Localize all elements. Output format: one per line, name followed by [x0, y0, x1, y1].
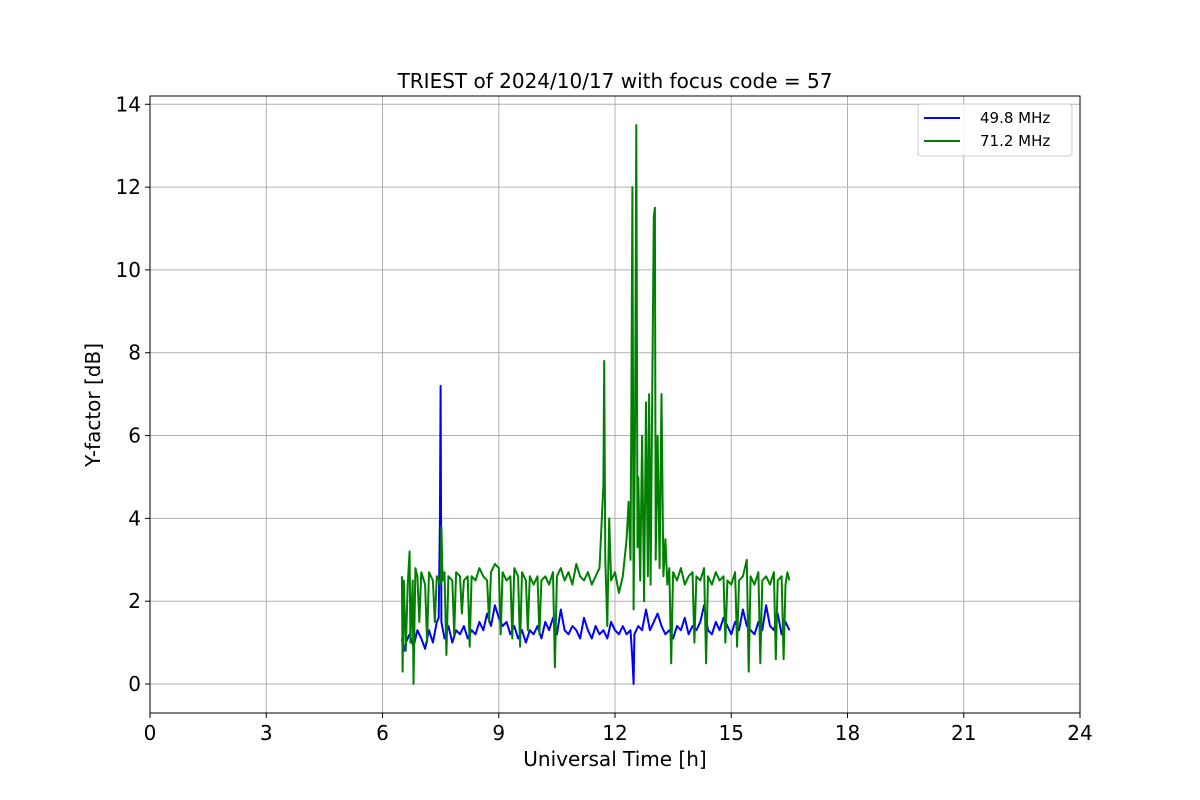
x-tick-label: 3	[260, 721, 273, 745]
x-tick-label: 9	[492, 721, 505, 745]
y-tick-label: 0	[128, 672, 141, 696]
grid	[149, 96, 1081, 713]
y-tick-label: 4	[128, 506, 141, 530]
x-tick-label: 12	[602, 721, 627, 745]
x-tick-label: 21	[951, 721, 976, 745]
y-tick-label: 14	[116, 92, 141, 116]
chart-title: TRIEST of 2024/10/17 with focus code = 5…	[397, 69, 833, 93]
x-tick-label: 18	[835, 721, 860, 745]
legend-label-1: 49.8 MHz	[980, 109, 1050, 127]
y-axis-label: Y-factor [dB]	[81, 343, 105, 468]
x-tick-label: 6	[376, 721, 389, 745]
y-tick-label: 8	[128, 341, 141, 365]
y-tick-label: 12	[116, 175, 141, 199]
y-tick-label: 10	[116, 258, 141, 282]
legend-label-2: 71.2 MHz	[980, 132, 1050, 150]
x-tick-label: 15	[719, 721, 744, 745]
x-tick-label: 0	[144, 721, 157, 745]
series-line-2	[400, 124, 791, 685]
y-tick-label: 6	[128, 424, 141, 448]
y-tick-label: 2	[128, 589, 141, 613]
legend: 49.8 MHz 71.2 MHz	[917, 103, 1073, 157]
x-axis-label: Universal Time [h]	[523, 747, 706, 771]
series-layer	[400, 124, 791, 685]
x-tick-label: 24	[1067, 721, 1092, 745]
